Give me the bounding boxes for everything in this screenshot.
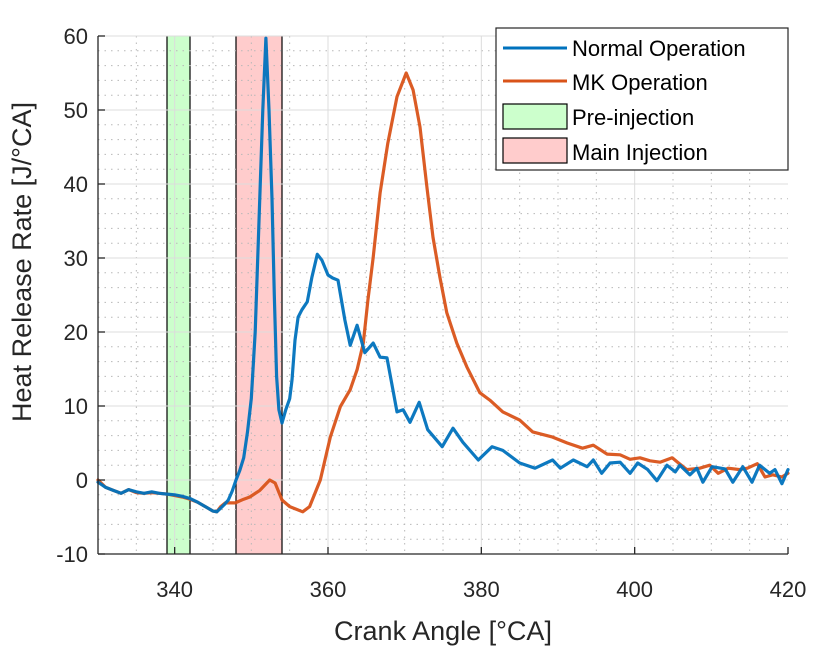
x-tick-label: 420 — [770, 577, 807, 602]
legend-label-normal-operation: Normal Operation — [572, 36, 746, 61]
region-pre-injection — [167, 36, 190, 554]
injection-regions — [166, 36, 283, 554]
axes — [97, 36, 788, 555]
y-tick-label: 50 — [64, 98, 88, 123]
legend-label-pre-injection: Pre-injection — [572, 105, 694, 130]
minor-grid — [98, 36, 788, 554]
legend: Normal Operation MK Operation Pre-inject… — [495, 27, 789, 171]
series-lines — [96, 36, 790, 514]
y-axis-ticks: -10 0 10 20 30 40 50 60 — [56, 24, 105, 567]
y-tick-label: -10 — [56, 542, 88, 567]
y-tick-label: 20 — [64, 320, 88, 345]
y-tick-label: 10 — [64, 394, 88, 419]
x-tick-label: 380 — [463, 577, 500, 602]
y-tick-label: 40 — [64, 172, 88, 197]
legend-swatch-main-injection — [502, 137, 568, 164]
x-axis-ticks: 340 360 380 400 420 — [156, 547, 806, 602]
series-line-normal-operation — [96, 36, 790, 514]
x-tick-label: 360 — [310, 577, 347, 602]
y-tick-label: 0 — [76, 468, 88, 493]
legend-swatch-pre-injection — [502, 103, 568, 130]
legend-label-mk-operation: MK Operation — [572, 70, 708, 95]
y-tick-label: 60 — [64, 24, 88, 49]
y-axis-label: Heat Release Rate [J/°CA] — [7, 102, 37, 422]
x-tick-label: 400 — [616, 577, 653, 602]
y-tick-label: 30 — [64, 246, 88, 271]
x-tick-label: 340 — [156, 577, 193, 602]
x-axis-label: Crank Angle [°CA] — [334, 616, 552, 646]
legend-label-main-injection: Main Injection — [572, 140, 708, 165]
